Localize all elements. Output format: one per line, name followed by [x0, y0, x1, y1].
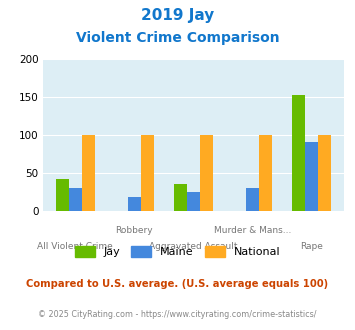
Text: © 2025 CityRating.com - https://www.cityrating.com/crime-statistics/: © 2025 CityRating.com - https://www.city… — [38, 310, 317, 319]
Text: Aggravated Assault: Aggravated Assault — [149, 242, 238, 250]
Bar — [56, 179, 69, 211]
Bar — [292, 95, 305, 211]
Bar — [174, 184, 187, 211]
Text: Rape: Rape — [300, 242, 323, 250]
Bar — [259, 135, 272, 211]
Bar — [246, 188, 259, 211]
Text: 2019 Jay: 2019 Jay — [141, 8, 214, 23]
Bar — [305, 142, 318, 211]
Bar — [82, 135, 95, 211]
Text: Violent Crime Comparison: Violent Crime Comparison — [76, 31, 279, 45]
Bar — [69, 188, 82, 211]
Bar — [318, 135, 331, 211]
Bar — [128, 197, 141, 211]
Legend: Jay, Maine, National: Jay, Maine, National — [70, 242, 285, 261]
Bar — [200, 135, 213, 211]
Bar — [187, 192, 200, 211]
Text: Murder & Mans...: Murder & Mans... — [214, 226, 291, 235]
Bar — [141, 135, 154, 211]
Text: Robbery: Robbery — [115, 226, 153, 235]
Text: Compared to U.S. average. (U.S. average equals 100): Compared to U.S. average. (U.S. average … — [26, 279, 329, 289]
Text: All Violent Crime: All Violent Crime — [37, 242, 113, 250]
